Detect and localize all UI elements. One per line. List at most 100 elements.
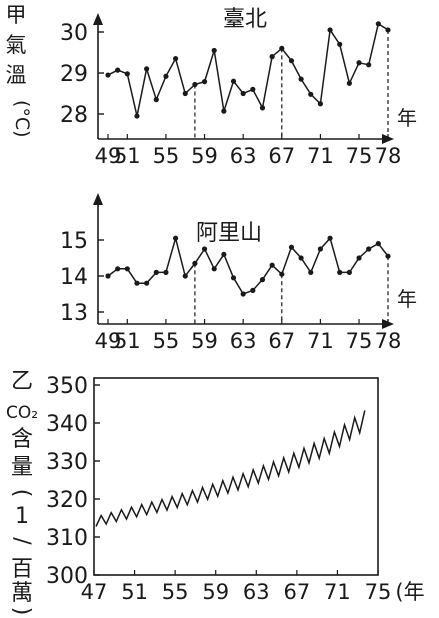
chart1-data-point — [230, 78, 237, 84]
chart1-y-label-unit: (°C) — [11, 100, 33, 138]
chart1-data-point — [221, 108, 227, 114]
chart3-x-tick-label: 71 — [324, 580, 351, 604]
chart2-data-point — [105, 273, 111, 279]
chart2-data-point — [375, 241, 381, 247]
chart2-y-tick-label: 13 — [60, 301, 88, 326]
chart3-frame — [93, 377, 379, 576]
chart3-y-label-char: 萬 — [11, 581, 33, 606]
chart1-data-point — [269, 54, 275, 60]
chart1-y-label-char: 氣 — [6, 33, 27, 57]
chart3-y-label-char: 乙 — [11, 369, 33, 394]
chart1-data-point — [163, 73, 169, 79]
chart1-data-point — [385, 27, 391, 33]
chart1-x-tick-label: 51 — [114, 144, 141, 168]
chart1-y-tick-label: 29 — [60, 62, 88, 87]
chart1-data-point — [375, 21, 381, 27]
chart2-data-point — [356, 255, 362, 261]
chart1-data-point — [317, 101, 324, 107]
chart3-y-tick-label: 330 — [46, 450, 88, 475]
chart1-data-point — [124, 71, 130, 77]
chart1-data-point — [211, 47, 217, 54]
chart3-series-line — [95, 410, 366, 527]
chart2-data-point — [385, 253, 391, 259]
chart2-x-tick-label: 55 — [153, 329, 180, 353]
chart2-data-point — [366, 246, 372, 252]
chart1-data-point — [337, 41, 343, 47]
chart2-series-line — [107, 235, 389, 295]
chart2-data-point — [279, 271, 285, 277]
chart2-data-point — [317, 246, 324, 252]
chart2-data-point — [153, 269, 159, 275]
chart1-x-tick-label: 59 — [191, 144, 218, 168]
chart2-data-point — [192, 260, 198, 266]
chart2-x-tick-label: 59 — [191, 329, 218, 353]
chart3-x-tick-label: 59 — [202, 580, 229, 604]
chart1-x-tick-label: 67 — [268, 144, 295, 168]
chart2-x-tick-label: 63 — [230, 329, 257, 353]
chart3-x-tick-label: 75 — [365, 580, 392, 604]
chart1-data-point — [201, 79, 208, 85]
chart3-y-label-char: 量 — [11, 455, 33, 480]
chart2-data-point — [163, 269, 169, 275]
chart3-y-tick-label: 350 — [46, 374, 88, 399]
chart2-x-tick-label: 78 — [375, 329, 402, 353]
chart3-y-tick-label: 310 — [46, 526, 88, 551]
chart1-data-point — [192, 81, 198, 88]
chart1-data-point — [327, 27, 333, 33]
chart2-data-point — [221, 251, 227, 257]
chart1-data-point — [250, 86, 256, 92]
chart1-data-point — [172, 56, 179, 62]
chart2-data-point — [288, 244, 295, 250]
chart1-y-axis-arrow — [93, 13, 103, 25]
chart1-x-tick-label: 71 — [307, 144, 334, 168]
chart3-x-label: (年 — [395, 580, 424, 604]
chart3-x-tick-label: 55 — [162, 580, 189, 604]
chart2-data-point — [298, 255, 304, 261]
chart2-data-point — [124, 266, 130, 272]
chart1-x-tick-label: 78 — [375, 144, 402, 168]
chart3-y-label-char: 含 — [11, 427, 33, 452]
chart2-data-point — [182, 273, 188, 279]
chart2-x-tick-label: 49 — [95, 329, 122, 353]
chart1-data-point — [115, 67, 121, 73]
chart3-x-tick-label: 67 — [283, 580, 310, 604]
chart1-data-point — [153, 97, 159, 103]
chart1-data-point — [134, 113, 140, 119]
chart2-x-tick-label: 51 — [114, 329, 141, 353]
chart3-y-tick-label: 320 — [46, 488, 88, 513]
chart2-data-point — [250, 287, 256, 293]
chart2-data-point — [115, 266, 121, 272]
chart3-x-tick-label: 51 — [121, 580, 148, 604]
chart1-x-label: 年 — [397, 106, 417, 130]
chart3-y-label-char: CO₂ — [6, 403, 38, 423]
chart1-y-label-char: 溫 — [6, 63, 27, 87]
chart2-data-point — [240, 291, 246, 297]
chart2-y-tick-label: 14 — [60, 265, 88, 290]
chart1-data-point — [259, 105, 266, 111]
chart2-data-point — [269, 262, 275, 268]
chart2-data-point — [201, 246, 208, 252]
chart3-y-label-char: 百 — [11, 557, 33, 582]
chart1-x-tick-label: 75 — [346, 144, 373, 168]
chart3-y-label-char: ) — [9, 607, 34, 614]
chart2-data-point — [211, 266, 217, 272]
chart3-y-label-char: / — [9, 537, 34, 545]
chart1-y-tick-label: 30 — [60, 21, 88, 46]
chart1-series-line — [107, 22, 389, 117]
chart1-data-point — [288, 58, 295, 64]
chart1-data-point — [308, 91, 314, 97]
chart2-x-tick-label: 75 — [346, 329, 373, 353]
chart2-data-point — [346, 269, 352, 275]
chart1-data-point — [346, 80, 352, 86]
chart2-data-point — [230, 275, 237, 281]
chart1-data-point — [298, 76, 304, 82]
chart1-x-tick-label: 63 — [230, 144, 257, 168]
chart2-data-point — [308, 269, 314, 275]
chart1-y-tick-label: 28 — [60, 103, 88, 128]
chart3-y-tick-label: 340 — [46, 412, 88, 437]
chart3-y-label-char: 1 — [15, 504, 29, 529]
chart1-y-label-char: 甲 — [6, 3, 27, 27]
chart2-data-point — [327, 235, 333, 241]
chart2-y-tick-label: 15 — [60, 229, 88, 254]
